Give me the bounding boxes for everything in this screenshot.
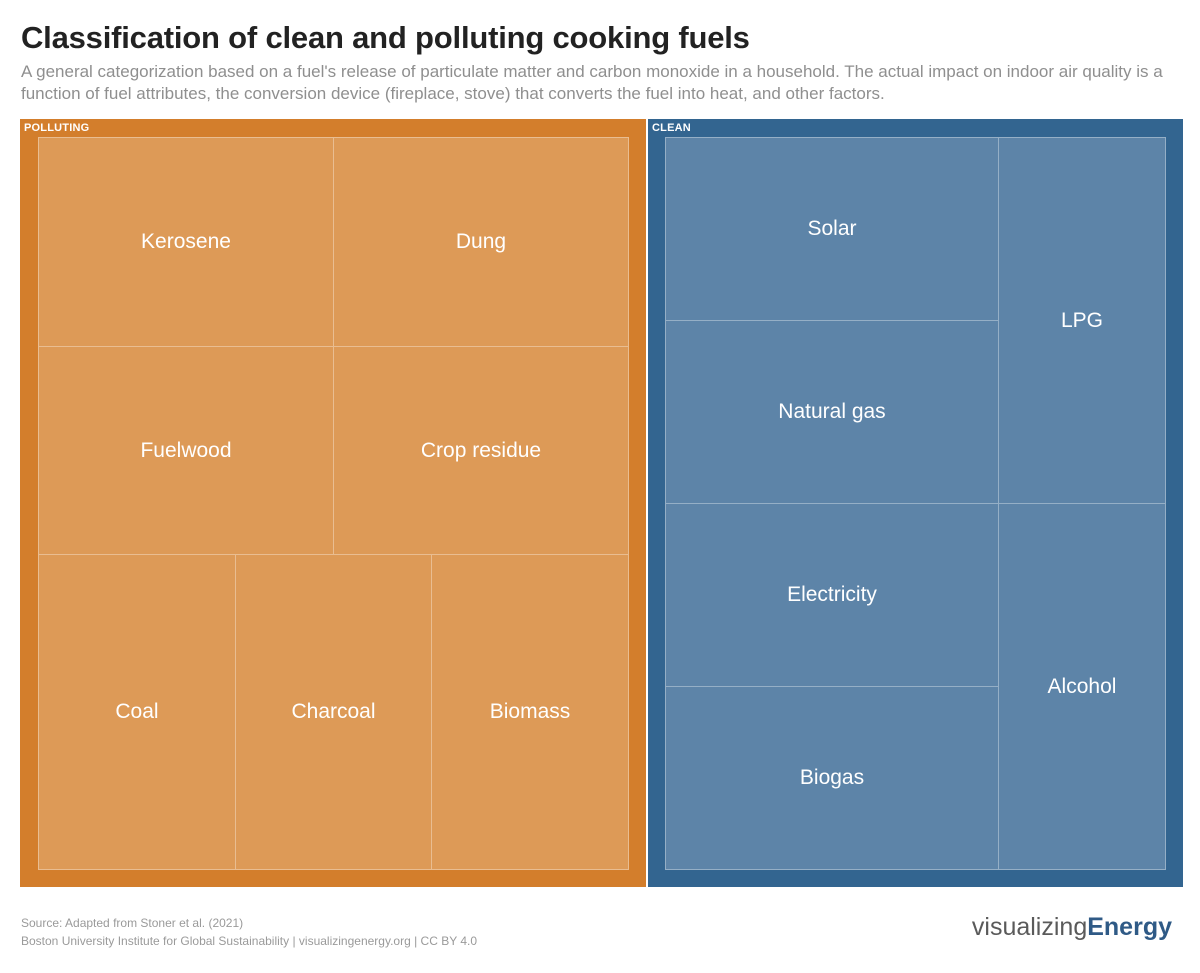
cell-label-alcohol: Alcohol — [1047, 674, 1117, 698]
source-note: Source: Adapted from Stoner et al. (2021… — [21, 916, 244, 930]
cell-crop-residue: Crop residue — [333, 346, 629, 555]
cell-natural-gas: Natural gas — [665, 320, 999, 504]
cell-label-natural-gas: Natural gas — [778, 400, 886, 423]
cell-alcohol: Alcohol — [998, 503, 1166, 870]
cell-biomass: Biomass — [431, 554, 629, 870]
chart-title: Classification of clean and polluting co… — [21, 20, 750, 55]
cell-label-solar: Solar — [807, 217, 857, 240]
cell-label-electricity: Electricity — [787, 583, 877, 606]
cell-label-biomass: Biomass — [489, 700, 571, 723]
cell-lpg: LPG — [998, 137, 1166, 504]
cell-solar: Solar — [665, 137, 999, 321]
chart-subtitle: A general categorization based on a fuel… — [21, 62, 1163, 103]
cell-label-kerosene: Kerosene — [141, 230, 231, 253]
cell-electricity: Electricity — [665, 503, 999, 687]
group-label-polluting: POLLUTING — [24, 122, 90, 134]
cell-dung: Dung — [333, 137, 629, 347]
cell-label-biogas: Biogas — [799, 766, 865, 789]
cell-fuelwood: Fuelwood — [38, 346, 334, 555]
cell-biogas: Biogas — [665, 686, 999, 870]
cell-label-charcoal: Charcoal — [291, 700, 376, 723]
cell-label-lpg: LPG — [1060, 308, 1104, 332]
cell-label-dung: Dung — [455, 230, 507, 253]
brand-light: visualizing — [971, 913, 1088, 941]
cell-label-fuelwood: Fuelwood — [140, 438, 232, 462]
cell-coal: Coal — [38, 554, 236, 870]
cell-label-crop-residue: Crop residue — [420, 438, 542, 462]
credit-note: Boston University Institute for Global S… — [21, 934, 478, 948]
cell-kerosene: Kerosene — [38, 137, 334, 347]
cell-label-coal: Coal — [115, 700, 159, 723]
brand-logo: visualizingEnergy — [972, 913, 1172, 942]
group-label-clean: CLEAN — [652, 122, 691, 134]
cell-charcoal: Charcoal — [235, 554, 432, 870]
brand-bold: Energy — [1087, 913, 1172, 941]
